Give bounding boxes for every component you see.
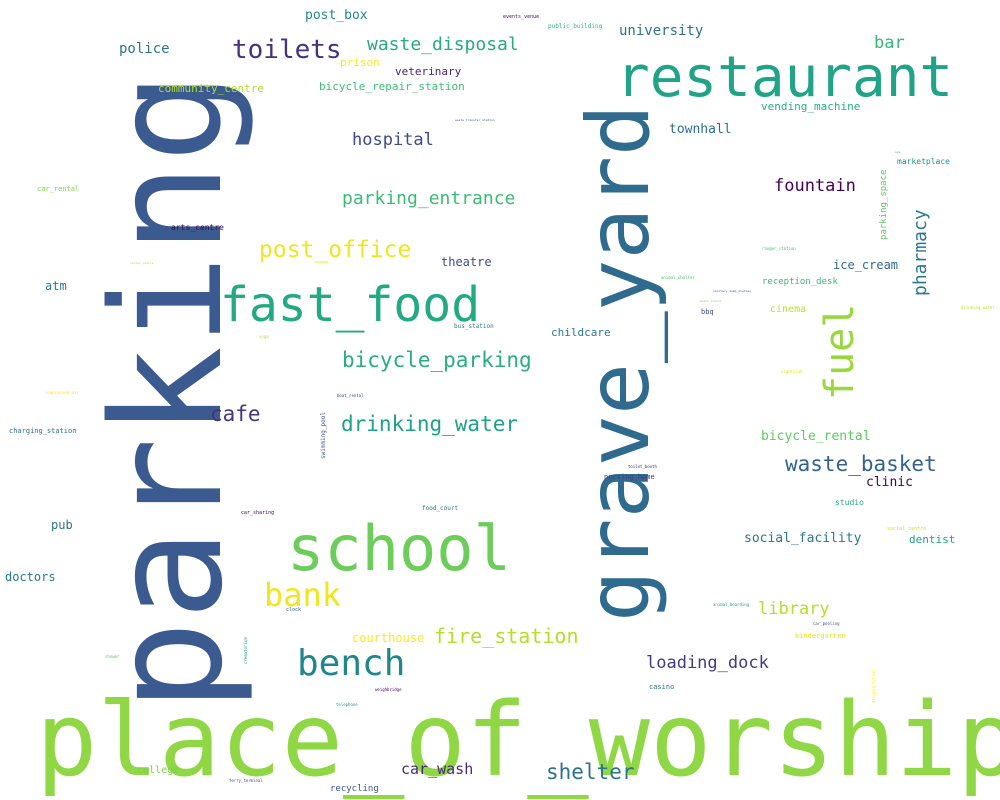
word-fuel: fuel (817, 303, 863, 400)
word-ferry-terminal: ferry_terminal (229, 778, 263, 783)
word-dentist: dentist (909, 533, 956, 546)
word-waste-disposal: waste_disposal (367, 34, 519, 55)
word-bbq: bbq (701, 308, 714, 316)
word-clock: clock (286, 607, 302, 613)
word-courthouse: courthouse (352, 631, 425, 645)
word-parking-space: parking_space (879, 169, 889, 240)
word-car-pooling: car_pooling (813, 621, 840, 626)
word-parking-entrance: parking_entrance (342, 188, 516, 209)
word-vending-machine: vending_machine (761, 100, 861, 113)
word-weighbridge: weighbridge (375, 687, 402, 692)
word-waste-basket: waste_basket (785, 452, 937, 476)
word-pub: pub (51, 518, 73, 532)
word-library: library (758, 599, 830, 619)
word-toilet-booth: toilet_booth (628, 464, 657, 469)
word-place-of-worship: place_of_worship (36, 681, 1000, 800)
word-social-centre: social_centre (887, 526, 927, 532)
word-pharmacy: pharmacy (910, 209, 931, 296)
word-cafe: cafe (210, 402, 261, 426)
word-car-wash: car_wash (401, 760, 474, 778)
word-kindergarten: kindergarten (795, 632, 846, 640)
word-cinema: cinema (770, 304, 807, 315)
word-community-centre: community_centre (158, 82, 264, 95)
word-nursing-home: nursing_home (604, 473, 655, 481)
word-drinking-water: drinking_water (961, 305, 995, 310)
word-bicycle-rental: bicycle_rental (761, 429, 871, 444)
word-ranger-station: ranger_station (762, 246, 796, 251)
word-social-centre: social_centre (130, 261, 154, 265)
word-fire-station: fire_station (434, 624, 579, 648)
word-bench: bench (297, 643, 406, 684)
word-doctors: doctors (5, 570, 56, 584)
word-post-office: post_office (259, 237, 412, 263)
word-ice-cream: ice_cream (833, 258, 899, 272)
word-car-rental: car_rental (37, 185, 80, 193)
word-drinking-water: drinking_water (341, 412, 519, 436)
word-car-sharing: car_sharing (241, 510, 275, 516)
word-social-facility: social_facility (744, 531, 862, 546)
word-townhall: townhall (669, 122, 732, 137)
word-sanitary-dump-station: sanitary_dump_station (713, 289, 751, 293)
word-boat-rental: boat_rental (337, 393, 364, 398)
word-post-box: post_box (305, 8, 368, 23)
word-fountain: fountain (774, 176, 856, 196)
word-grave-yard: grave_yard (569, 104, 669, 622)
word-food-court: food_court (422, 505, 459, 512)
word-studio: studio (835, 498, 864, 507)
word-crematorium: crematorium (243, 637, 248, 665)
word-spa: spa (895, 150, 901, 154)
word-recycling: recycling (330, 784, 379, 794)
word-police: police (119, 41, 170, 57)
word-atm: atm (45, 279, 67, 293)
word-animal-shelter: animal_shelter (661, 275, 695, 280)
word-shower: shower (105, 654, 120, 659)
word-college: college (137, 765, 180, 776)
word-restaurant: restaurant (616, 45, 954, 110)
word-swimming-pool: swimming_pool (320, 412, 327, 459)
word-bicycle-repair-station: bicycle_repair_station (319, 80, 465, 93)
word-waste-transfer-station: waste_transfer_station (455, 118, 495, 122)
word-loading-dock: loading_dock (646, 653, 769, 673)
word-public-building: public_building (548, 23, 603, 30)
word-hospital: hospital (352, 130, 434, 150)
word-events-venue: events_venue (503, 14, 540, 20)
word-clinic: clinic (866, 475, 913, 490)
word-yoga: yoga (259, 334, 269, 339)
word-bicycle-parking: bicycle_parking (342, 348, 532, 372)
word-shelter: shelter (546, 760, 635, 784)
word-telephone: telephone (336, 702, 358, 707)
word-bus-station: bus_station (454, 323, 494, 330)
word-university: university (619, 23, 704, 39)
word-nightclub: nightclub (781, 369, 803, 374)
word-fast-food: fast_food (220, 277, 481, 333)
word-veterinary: veterinary (395, 65, 462, 78)
word-music-school: music_school (700, 299, 722, 303)
word-prison: prison (340, 56, 380, 69)
word-casino: casino (649, 683, 675, 691)
word-bar: bar (874, 33, 905, 53)
word-bank: bank (264, 576, 342, 614)
word-reception-desk: reception_desk (762, 277, 838, 287)
word-driving-school: driving_school (871, 669, 876, 703)
word-marketplace: marketplace (897, 157, 950, 166)
word-charging-station: charging_station (9, 427, 77, 435)
word-arts-centre: arts_centre (171, 223, 224, 232)
word-childcare: childcare (551, 326, 611, 339)
word-animal-boarding: animal_boarding (713, 602, 750, 607)
word-parking: parking (79, 71, 256, 712)
word-toilets: toilets (232, 35, 342, 65)
word-theatre: theatre (441, 255, 492, 269)
word-compressed-air: compressed_air (45, 390, 79, 395)
word-school: school (287, 512, 511, 585)
